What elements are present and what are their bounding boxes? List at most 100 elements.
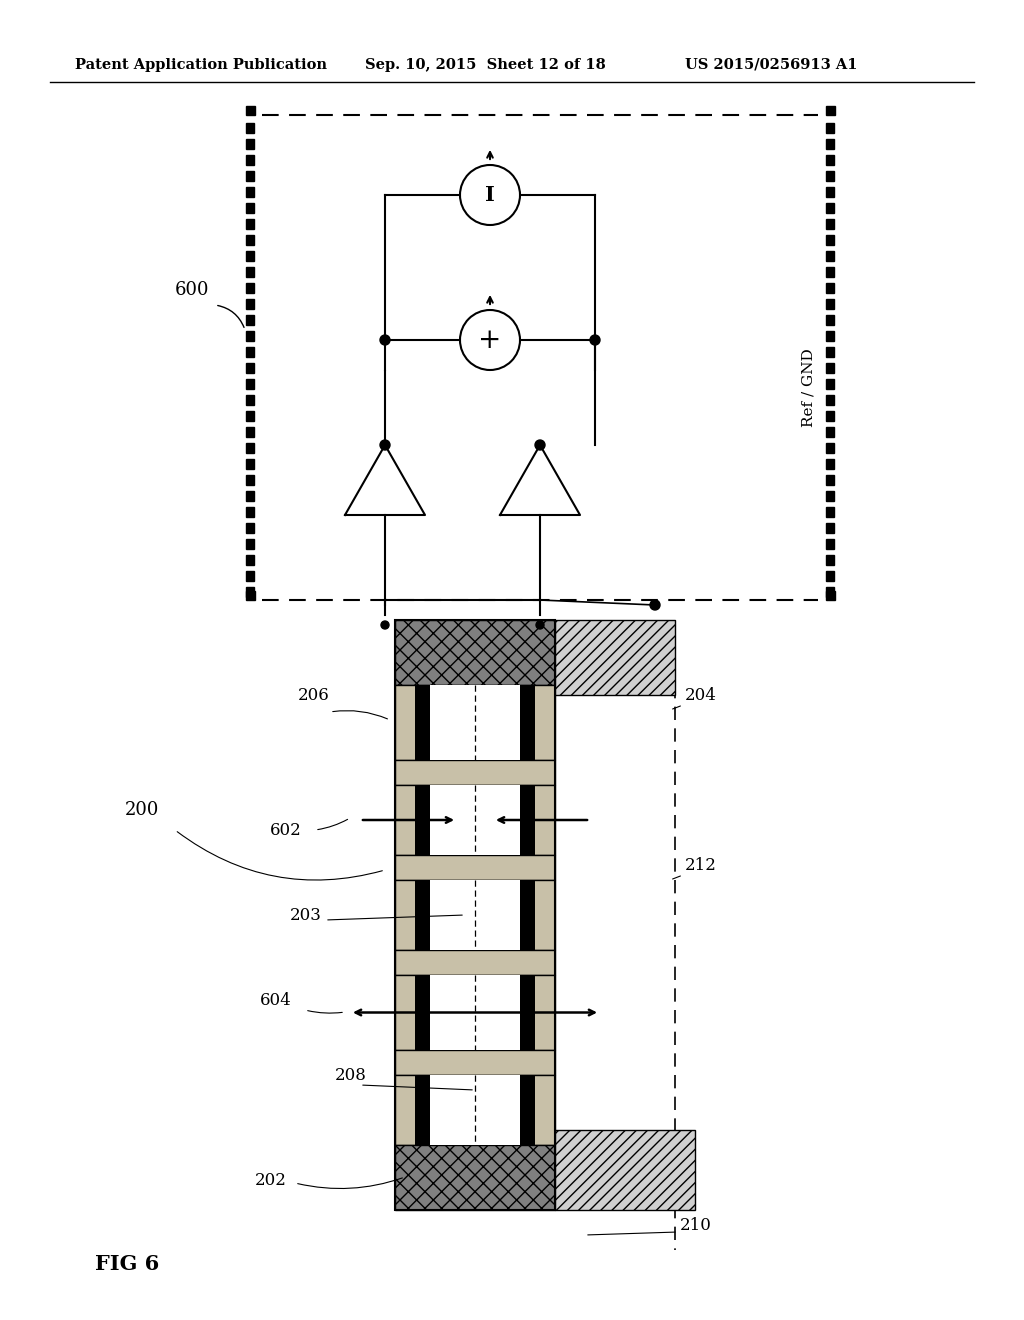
Text: I: I <box>485 185 495 205</box>
Bar <box>826 411 834 421</box>
Bar <box>826 475 834 484</box>
Bar <box>246 523 254 533</box>
Bar <box>826 444 834 453</box>
Bar <box>395 950 555 975</box>
Bar <box>395 685 555 760</box>
Bar <box>415 975 430 1049</box>
Text: US 2015/0256913 A1: US 2015/0256913 A1 <box>685 58 857 73</box>
Text: 600: 600 <box>175 281 210 300</box>
Bar <box>826 123 834 133</box>
Bar <box>395 760 555 785</box>
Bar <box>246 444 254 453</box>
Bar <box>246 572 254 581</box>
Text: 208: 208 <box>335 1067 367 1084</box>
Bar <box>520 880 535 950</box>
Bar <box>825 106 835 115</box>
Bar <box>826 572 834 581</box>
Bar <box>415 880 535 950</box>
Bar <box>246 315 254 325</box>
Bar <box>246 591 255 601</box>
Circle shape <box>460 310 520 370</box>
Bar <box>246 347 254 356</box>
Bar <box>415 685 535 760</box>
Circle shape <box>590 335 600 345</box>
Text: 604: 604 <box>260 993 292 1008</box>
Bar <box>246 123 254 133</box>
Bar <box>826 459 834 469</box>
Bar <box>826 282 834 293</box>
Bar <box>555 620 675 696</box>
Bar <box>246 426 254 437</box>
Bar <box>826 267 834 277</box>
Bar <box>415 785 535 855</box>
Text: 203: 203 <box>290 907 322 924</box>
Text: 210: 210 <box>680 1217 712 1234</box>
Bar <box>246 363 254 374</box>
Bar <box>826 251 834 261</box>
Bar <box>395 880 555 950</box>
Bar <box>415 975 535 1049</box>
Bar <box>555 1130 695 1210</box>
Bar <box>246 554 254 565</box>
Bar <box>415 685 430 760</box>
Circle shape <box>535 440 545 450</box>
Bar <box>246 187 254 197</box>
Bar <box>826 219 834 228</box>
Text: FIG 6: FIG 6 <box>95 1254 160 1274</box>
Bar <box>395 975 555 1049</box>
Bar <box>415 1074 535 1144</box>
Bar <box>520 975 535 1049</box>
Bar <box>246 172 254 181</box>
Circle shape <box>650 601 660 610</box>
Bar <box>826 331 834 341</box>
Bar <box>415 785 430 855</box>
Bar <box>826 426 834 437</box>
Bar <box>246 507 254 517</box>
Bar <box>415 1074 430 1144</box>
Polygon shape <box>500 445 580 515</box>
Bar <box>825 591 835 601</box>
Bar <box>246 139 254 149</box>
Bar <box>826 554 834 565</box>
Bar <box>246 459 254 469</box>
Bar <box>826 587 834 597</box>
Bar <box>826 523 834 533</box>
Text: 206: 206 <box>298 686 330 704</box>
Bar <box>395 855 555 880</box>
Text: 602: 602 <box>270 822 302 840</box>
Bar <box>520 1074 535 1144</box>
Bar <box>246 539 254 549</box>
Circle shape <box>460 165 520 224</box>
Bar <box>246 219 254 228</box>
Bar <box>395 620 555 1210</box>
Bar <box>826 315 834 325</box>
Bar <box>246 395 254 405</box>
Bar <box>246 203 254 213</box>
Bar <box>395 1144 555 1210</box>
Bar <box>246 235 254 246</box>
Bar <box>246 475 254 484</box>
Text: Sep. 10, 2015  Sheet 12 of 18: Sep. 10, 2015 Sheet 12 of 18 <box>365 58 606 73</box>
Bar <box>826 154 834 165</box>
Bar <box>520 785 535 855</box>
Text: 204: 204 <box>685 686 717 704</box>
Bar <box>826 347 834 356</box>
Bar <box>246 282 254 293</box>
Bar <box>520 685 535 760</box>
Text: 212: 212 <box>685 857 717 874</box>
Bar <box>826 187 834 197</box>
Circle shape <box>381 620 389 630</box>
Bar <box>415 880 430 950</box>
Bar <box>246 411 254 421</box>
Bar <box>395 1074 555 1144</box>
Bar <box>826 235 834 246</box>
Bar <box>826 395 834 405</box>
Text: +: + <box>478 326 502 354</box>
Bar <box>826 172 834 181</box>
Circle shape <box>380 440 390 450</box>
Bar <box>246 491 254 502</box>
Bar <box>826 379 834 389</box>
Bar <box>395 620 555 685</box>
Text: 200: 200 <box>125 801 160 818</box>
Polygon shape <box>345 445 425 515</box>
